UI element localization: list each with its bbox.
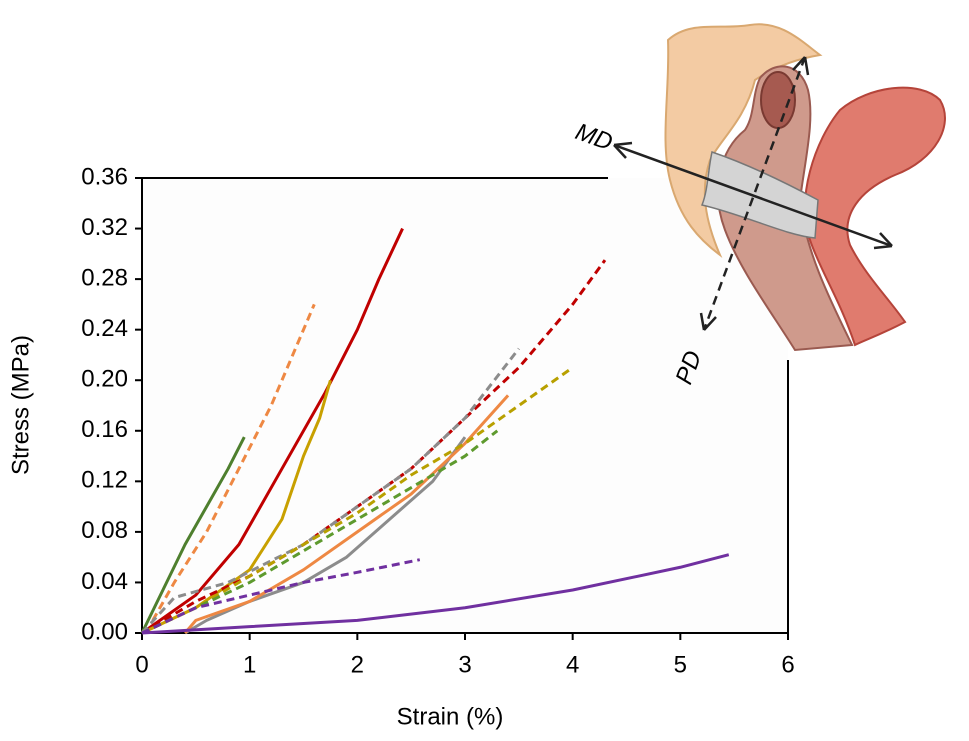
y-tick-label: 0.28 — [81, 264, 128, 291]
solid-line — [141, 553, 730, 635]
dashed-line — [141, 429, 499, 635]
y-tick-label: 0.36 — [81, 163, 128, 190]
solid-line — [184, 436, 467, 635]
dashed-line — [141, 259, 607, 635]
plot-area — [142, 178, 788, 633]
y-axis-title: Stress (MPa) — [7, 335, 34, 475]
y-tick-label: 0.32 — [81, 214, 128, 241]
dashed-line — [141, 366, 574, 635]
y-tick-label: 0.16 — [81, 416, 128, 443]
y-tick-label: 0.08 — [81, 517, 128, 544]
x-tick-label: 4 — [566, 651, 579, 678]
pd-arrowheads — [699, 56, 810, 331]
y-tick-label: 0.00 — [81, 618, 128, 645]
x-tick-label: 0 — [135, 651, 148, 678]
red-tissue — [803, 86, 946, 347]
dashed-line — [140, 347, 521, 635]
x-tick-label: 2 — [351, 651, 364, 678]
illustration: MD PD — [572, 23, 946, 388]
md-arrow — [613, 143, 893, 248]
dashed-line — [141, 558, 421, 635]
y-tick-label: 0.12 — [81, 467, 128, 494]
y-tick-label: 0.24 — [81, 315, 128, 342]
solid-line — [141, 227, 404, 635]
md-label: MD — [572, 118, 616, 156]
pd-arrow — [702, 56, 807, 331]
x-tick-label: 1 — [243, 651, 256, 678]
dashed-line — [151, 303, 316, 622]
x-tick-label: 6 — [781, 651, 794, 678]
x-tick-label: 3 — [458, 651, 471, 678]
solid-line — [183, 394, 510, 634]
md-arrowheads — [613, 141, 893, 250]
x-axis-title: Strain (%) — [397, 703, 504, 730]
y-tick-label: 0.20 — [81, 366, 128, 393]
y-tick-label: 0.04 — [81, 568, 128, 595]
gray-band — [700, 151, 819, 239]
x-tick-label: 5 — [674, 651, 687, 678]
solid-line — [140, 436, 246, 634]
